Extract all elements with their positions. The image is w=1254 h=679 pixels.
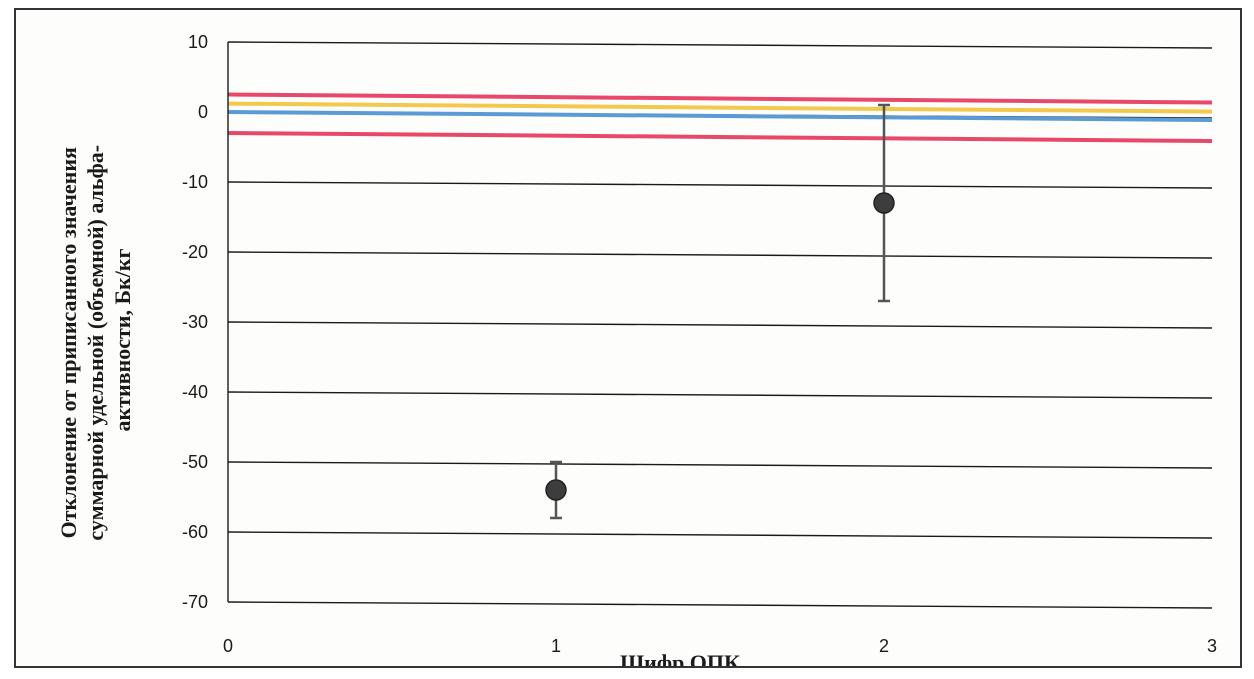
data-point: [546, 480, 566, 500]
y-gridline: [228, 252, 1212, 258]
y-axis-title-line-1: Отклонение от приписанного значения: [56, 147, 81, 538]
y-axis-title-line-2: суммарной удельной (объемной) альфа-: [83, 145, 108, 541]
data-point: [874, 193, 894, 213]
reference-line: [228, 133, 1212, 141]
y-tick-label: -30: [182, 312, 208, 332]
y-tick-label: -60: [182, 522, 208, 542]
y-tick-label: 0: [198, 102, 208, 122]
x-tick-label: 3: [1207, 636, 1217, 656]
y-tick-label: 10: [188, 32, 208, 52]
reference-line: [228, 104, 1212, 112]
y-gridline: [228, 462, 1212, 468]
x-tick-label: 1: [551, 636, 561, 656]
y-axis-title: Отклонение от приписанного значения сумм…: [56, 139, 135, 540]
scatter-chart: 10 0 -10 -20 -30 -40 -50 -60 -70 0 1 2 3 Шифр ОПК От…: [16, 10, 1240, 666]
y-gridline: [228, 182, 1212, 188]
grid-layer: [228, 42, 1212, 608]
x-tick-label: 2: [879, 636, 889, 656]
chart-frame: 10 0 -10 -20 -30 -40 -50 -60 -70 0 1 2 3 Шифр ОПК От…: [14, 8, 1242, 668]
y-tick-label: -10: [182, 172, 208, 192]
y-gridline: [228, 42, 1212, 48]
tick-labels: 10 0 -10 -20 -30 -40 -50 -60 -70 0 1 2 3: [182, 32, 1217, 656]
y-gridline: [228, 392, 1212, 398]
reference-line: [228, 95, 1212, 103]
y-gridline: [228, 602, 1212, 608]
reference-line: [228, 112, 1212, 120]
y-tick-label: -20: [182, 242, 208, 262]
y-gridline: [228, 322, 1212, 328]
reference-lines: [228, 95, 1212, 142]
y-axis-title-line-3: активности, Бк/кг: [110, 249, 135, 432]
y-gridline: [228, 532, 1212, 538]
y-tick-label: -40: [182, 382, 208, 402]
x-axis-title: Шифр ОПК: [620, 650, 740, 666]
y-tick-label: -70: [182, 592, 208, 612]
data-points: [546, 105, 894, 518]
x-tick-label: 0: [223, 636, 233, 656]
y-tick-label: -50: [182, 452, 208, 472]
